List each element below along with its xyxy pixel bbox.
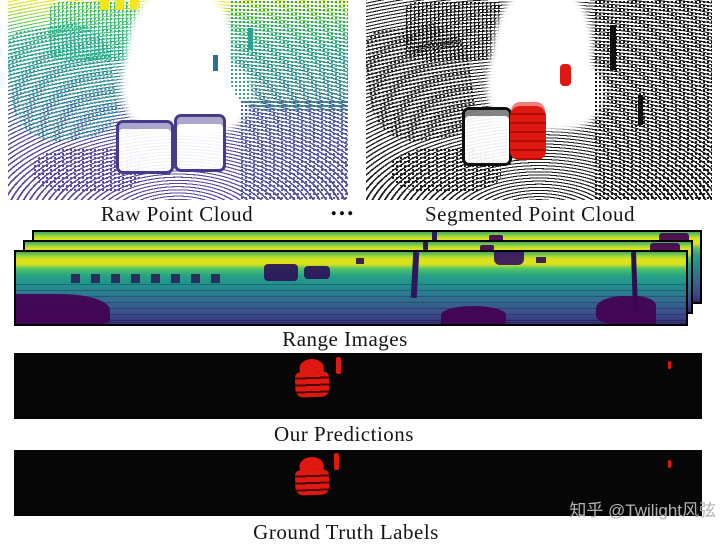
distant-cars-row bbox=[71, 274, 221, 283]
ground-truth-car-glyph bbox=[294, 456, 331, 496]
ellipsis-separator: ... bbox=[330, 194, 356, 221]
raw-point-cloud-caption: Raw Point Cloud bbox=[100, 202, 254, 226]
pole-glyph bbox=[610, 25, 616, 70]
near-ground-blob bbox=[441, 306, 506, 324]
our-predictions-caption: Our Predictions bbox=[274, 422, 414, 446]
canopy-blob bbox=[494, 252, 524, 265]
raw-point-cloud-image bbox=[8, 0, 348, 200]
segmented-point-cloud-image bbox=[366, 0, 712, 200]
car-glyph bbox=[116, 120, 174, 174]
segmented-car-red-glyph bbox=[510, 106, 546, 160]
ground-truth-image bbox=[14, 450, 702, 516]
segmented-pedestrian-red-glyph bbox=[560, 64, 571, 86]
range-images-caption: Range Images bbox=[282, 327, 408, 351]
pole-glyph bbox=[248, 28, 253, 50]
predicted-object-glyph bbox=[668, 361, 671, 369]
predicted-car-glyph bbox=[294, 358, 331, 398]
watermark: 知乎 @Twilight风弦 bbox=[569, 501, 716, 520]
pole-glyph bbox=[213, 55, 218, 71]
vegetation-right-lower-texture bbox=[240, 100, 348, 200]
near-ground-blob bbox=[16, 294, 110, 324]
predicted-object-glyph bbox=[336, 357, 341, 374]
vegetation-right-texture bbox=[230, 0, 348, 110]
car-glyph bbox=[462, 107, 512, 166]
car-silhouette bbox=[264, 264, 298, 281]
car-silhouette bbox=[304, 266, 330, 279]
ground-truth-labels-caption: Ground Truth Labels bbox=[253, 520, 439, 544]
car-glyph bbox=[174, 114, 226, 172]
ground-truth-object-glyph bbox=[668, 460, 671, 468]
scanline-streaks bbox=[16, 279, 686, 324]
range-image-panel-front bbox=[14, 250, 688, 326]
pole-glyph bbox=[638, 95, 643, 125]
ground-truth-object-glyph bbox=[334, 453, 339, 470]
segmented-point-cloud-caption: Segmented Point Cloud bbox=[425, 202, 635, 226]
near-ground-blob bbox=[596, 296, 656, 324]
predictions-image bbox=[14, 353, 702, 419]
